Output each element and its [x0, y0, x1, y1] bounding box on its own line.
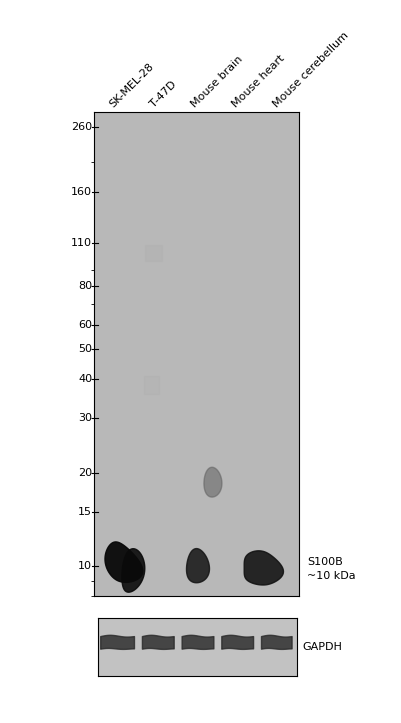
Text: 30: 30	[78, 413, 92, 423]
Text: 15: 15	[78, 507, 92, 517]
Text: 50: 50	[78, 344, 92, 354]
Polygon shape	[144, 376, 159, 393]
Text: Mouse brain: Mouse brain	[189, 54, 245, 110]
Text: 110: 110	[71, 238, 92, 248]
Text: 10: 10	[78, 561, 92, 571]
Polygon shape	[186, 549, 209, 583]
Text: T-47D: T-47D	[148, 80, 178, 110]
Text: 40: 40	[78, 375, 92, 385]
Text: Mouse heart: Mouse heart	[230, 54, 287, 110]
Text: GAPDH: GAPDH	[303, 642, 342, 652]
Polygon shape	[105, 542, 143, 582]
Text: SK-MEL-28: SK-MEL-28	[107, 61, 156, 110]
Text: 80: 80	[78, 281, 92, 291]
Text: 160: 160	[71, 187, 92, 197]
Polygon shape	[122, 549, 145, 592]
Text: 260: 260	[71, 121, 92, 132]
Polygon shape	[146, 245, 162, 261]
Text: S100B
~10 kDa: S100B ~10 kDa	[307, 557, 356, 581]
Polygon shape	[204, 467, 222, 497]
Text: Mouse cerebellum: Mouse cerebellum	[271, 30, 350, 110]
Text: 20: 20	[78, 468, 92, 478]
Polygon shape	[244, 551, 284, 585]
Text: 60: 60	[78, 320, 92, 330]
